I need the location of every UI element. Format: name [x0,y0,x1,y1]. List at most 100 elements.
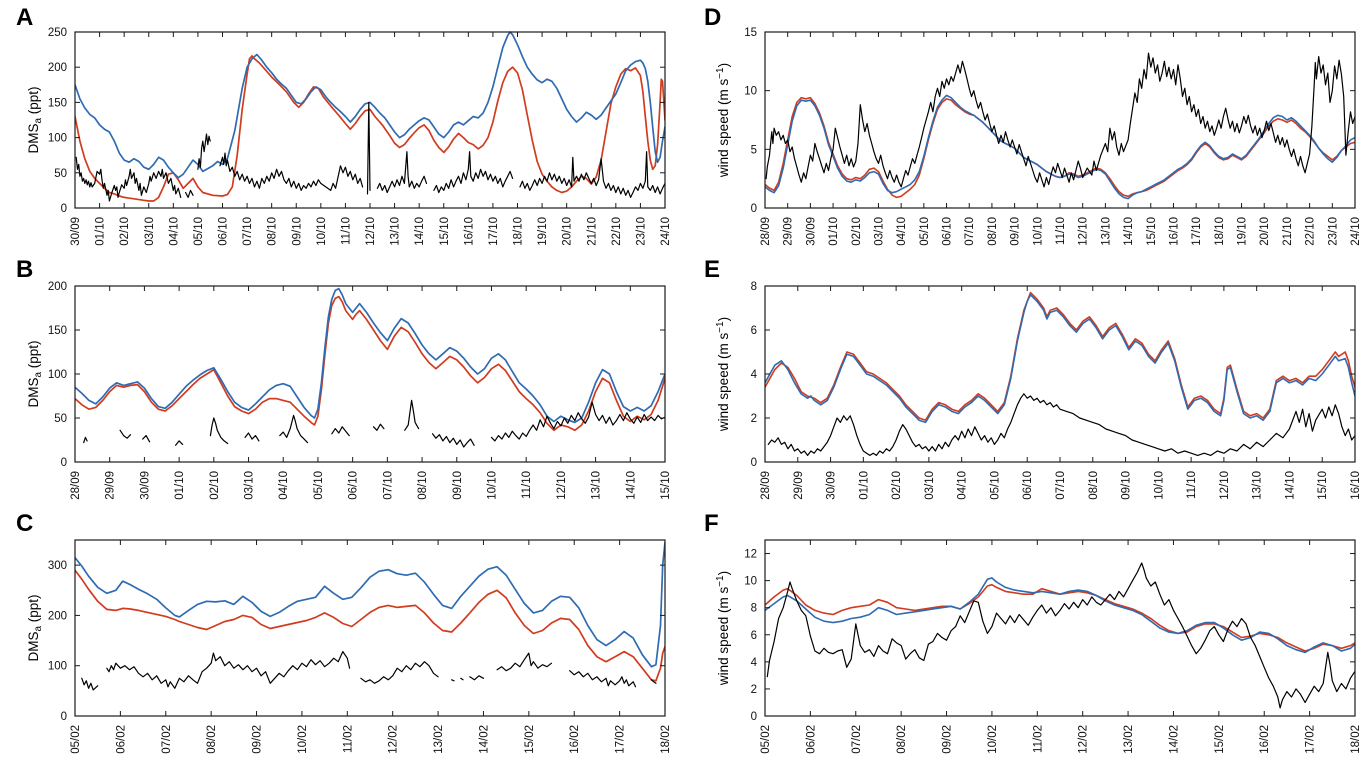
e-black-line [767,393,1355,456]
x-tick-label: 01/10 [95,217,107,246]
x-tick-label: 06/10 [942,217,954,246]
b-blue-line [75,287,665,424]
y-tick-label: 50 [54,413,67,425]
y-tick-label: 200 [48,610,67,622]
x-tick-label: 17/02 [1305,725,1317,754]
x-tick-label: 15/10 [1317,471,1329,500]
x-tick-label: 18/02 [660,725,672,754]
x-tick-label: 03/10 [144,217,156,246]
x-tick-label: 22/10 [611,217,623,246]
panel-letter-c: C [16,510,34,537]
x-tick-label: 30/09 [826,471,838,500]
x-tick-label: 09/02 [252,725,264,754]
x-tick-label: 03/10 [924,471,936,500]
chart-panel-a: 30/09 01/10 02/10 03/10 04/10 05/10 06/10 07/10… [26,27,672,246]
x-tick-label: 06/02 [115,725,127,754]
x-tick-label: 06/10 [218,217,230,246]
y-tick-label: 0 [751,711,757,723]
x-tick-label: 11/10 [1186,471,1198,499]
x-tick-label: 07/10 [964,217,976,246]
x-tick-label: 06/10 [1022,471,1034,500]
x-tick-label: 07/02 [161,725,173,754]
x-tick-label: 09/10 [291,217,303,246]
x-tick-label: 23/10 [635,217,647,246]
x-tick-label: 06/02 [805,725,817,754]
y-tick-label: 6 [751,630,757,642]
x-tick-label: 30/09 [805,217,817,246]
y-tick-label: 300 [48,560,67,572]
x-tick-label: 22/10 [1305,217,1317,246]
a-red-line [75,55,665,202]
x-tick-label: 14/10 [414,217,426,246]
x-tick-label: 04/10 [278,471,290,500]
x-tick-label: 13/10 [390,217,402,246]
x-tick-label: 09/10 [452,471,464,500]
x-tick-label: 01/10 [828,217,840,246]
x-tick-label: 24/10 [660,217,672,246]
x-tick-label: 08/10 [1088,471,1100,500]
y-tick-label: 8 [751,281,757,293]
x-tick-label: 11/10 [521,471,533,499]
axis-frame [764,539,1356,717]
y-tick-label: 0 [751,457,757,469]
x-tick-label: 13/02 [1123,725,1135,754]
b-red-line [75,295,665,432]
y-tick-label: 200 [48,281,67,293]
x-tick-label: 17/02 [615,725,627,754]
x-tick-label: 04/10 [168,217,180,246]
f-blue-line [765,577,1355,654]
x-tick-label: 10/02 [297,725,309,754]
x-tick-label: 18/02 [1350,725,1362,754]
x-tick-label: 28/09 [760,217,772,246]
x-tick-label: 02/10 [891,471,903,500]
x-tick-label: 08/10 [417,471,429,500]
y-axis-label: wind speed (m s−1) [715,63,731,178]
x-tick-label: 11/02 [1032,725,1044,753]
y-tick-label: 8 [751,603,757,615]
b-black-line [83,399,665,448]
c-blue-line [75,541,665,668]
e-blue-line [765,294,1355,424]
x-tick-label: 06/10 [348,471,360,500]
x-tick-label: 15/10 [660,471,672,500]
x-tick-label: 19/10 [1237,217,1249,246]
x-tick-label: 14/10 [1284,471,1296,500]
x-tick-label: 02/10 [119,217,131,246]
y-tick-label: 2 [751,413,757,425]
x-tick-label: 16/10 [1168,217,1180,246]
panel-letter-e: E [704,256,721,283]
y-axis-label: DMSa (ppt) [26,86,44,153]
y-tick-label: 2 [751,684,757,696]
x-tick-label: 12/10 [1219,471,1231,500]
chart-panel-b: 28/09 29/09 30/09 01/10 02/10 03/10 04/10 05/10… [26,281,672,500]
e-red-line [765,291,1355,421]
a-black-line [75,101,665,202]
x-tick-label: 12/02 [388,725,400,754]
x-tick-label: 16/02 [569,725,581,754]
y-tick-label: 5 [751,144,757,156]
y-tick-label: 15 [744,27,757,39]
chart-panel-c: 05/02 06/02 07/02 08/02 09/02 10/02 11/02 12/02… [26,539,672,754]
x-tick-label: 12/10 [365,217,377,246]
x-tick-label: 05/02 [70,725,82,754]
x-tick-label: 23/10 [1327,217,1339,246]
x-tick-label: 29/09 [105,471,117,500]
x-tick-label: 09/10 [1121,471,1133,500]
x-tick-label: 30/09 [139,471,151,500]
y-tick-label: 250 [48,27,67,39]
d-black-line [765,52,1355,188]
x-tick-label: 07/10 [382,471,394,500]
x-tick-label: 08/10 [267,217,279,246]
x-tick-label: 19/10 [537,217,549,246]
x-tick-label: 12/10 [556,471,568,500]
x-tick-label: 28/09 [760,471,772,500]
y-tick-label: 10 [744,576,757,588]
x-tick-label: 09/10 [1010,217,1022,246]
x-tick-label: 18/10 [1214,217,1226,246]
x-tick-label: 10/10 [1032,217,1044,246]
x-tick-label: 14/02 [478,725,490,754]
x-tick-label: 18/10 [513,217,525,246]
x-tick-label: 07/10 [242,217,254,246]
y-tick-label: 100 [48,133,67,145]
y-tick-label: 6 [751,325,757,337]
